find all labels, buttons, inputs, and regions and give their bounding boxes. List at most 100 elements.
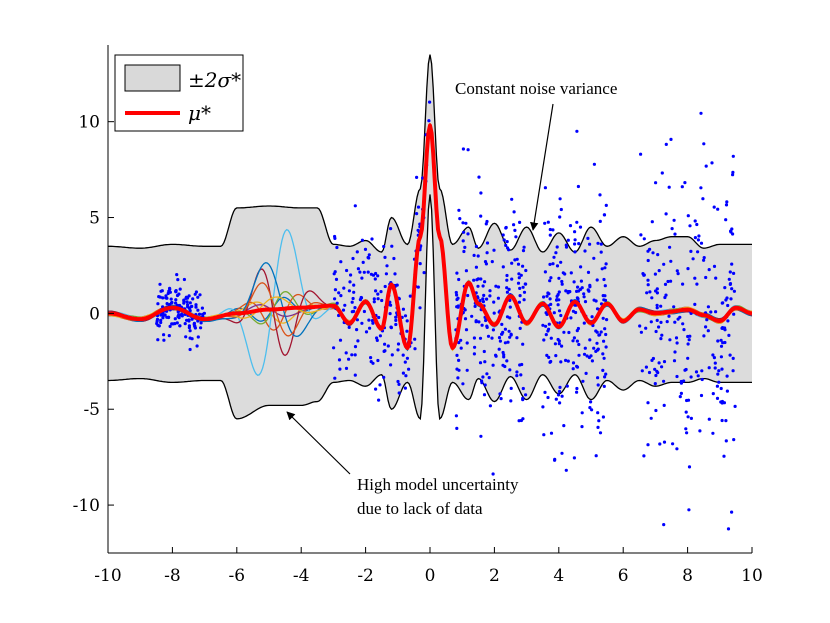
observation-point (689, 249, 693, 253)
observation-point (580, 411, 584, 415)
observation-point (578, 225, 583, 229)
observation-point (371, 361, 375, 365)
observation-point (496, 285, 501, 289)
observation-point (711, 392, 715, 396)
observation-point (505, 240, 509, 244)
observation-point (562, 424, 566, 428)
observation-point (482, 349, 486, 354)
observation-point (502, 355, 506, 359)
observation-point (472, 253, 476, 257)
observation-point (666, 279, 670, 284)
observation-point (477, 175, 481, 179)
observation-point (375, 338, 379, 342)
observation-point (707, 366, 711, 370)
x-tick-label: -4 (293, 566, 310, 586)
observation-point (577, 342, 581, 347)
observation-point (353, 306, 357, 310)
observation-point (193, 324, 197, 328)
x-tick-label: 4 (553, 566, 564, 586)
observation-point (577, 353, 581, 357)
observation-point (337, 291, 341, 295)
observation-point (579, 265, 583, 269)
observation-point (499, 397, 503, 401)
observation-point (397, 382, 401, 386)
observation-point (556, 293, 560, 297)
observation-point (649, 320, 653, 324)
observation-point (485, 219, 489, 224)
y-ticks: -10 -5 0 5 10 (73, 113, 114, 516)
observation-point (362, 309, 366, 314)
observation-point (428, 100, 432, 104)
observation-point (545, 294, 549, 298)
observation-point (693, 219, 697, 223)
observation-point (585, 564, 588, 567)
observation-point (349, 273, 353, 277)
observation-point (560, 451, 564, 455)
observation-point (388, 312, 392, 316)
observation-point (573, 242, 577, 246)
observation-point (702, 256, 706, 260)
observation-point (472, 278, 476, 282)
observation-point (554, 354, 558, 358)
observation-point (176, 278, 180, 282)
observation-point (501, 265, 505, 269)
observation-point (492, 248, 496, 252)
observation-point (640, 369, 644, 373)
observation-point (377, 398, 381, 402)
observation-point (505, 290, 509, 294)
observation-point (385, 264, 389, 268)
observation-point (345, 268, 349, 273)
observation-point (576, 297, 580, 301)
observation-point (655, 318, 659, 322)
observation-point (372, 297, 376, 301)
observation-point (558, 401, 562, 405)
observation-point (514, 235, 518, 239)
observation-point (642, 454, 646, 458)
observation-point (673, 320, 677, 324)
observation-point (583, 249, 587, 253)
observation-point (639, 152, 643, 156)
legend-band-label: ±2σ* (188, 68, 241, 92)
legend-band-swatch (124, 64, 181, 92)
observation-point (394, 322, 398, 327)
observation-point (604, 262, 608, 266)
observation-point (663, 295, 667, 300)
observation-point (658, 442, 662, 446)
observation-point (687, 465, 692, 469)
observation-point (497, 347, 501, 351)
observation-point (731, 170, 735, 174)
observation-point (595, 341, 599, 345)
observation-point (461, 147, 465, 151)
observation-point (596, 383, 600, 387)
observation-point (403, 386, 407, 390)
observation-point (376, 274, 380, 278)
observation-point (396, 342, 401, 346)
observation-point (161, 296, 165, 300)
observation-point (177, 316, 181, 320)
observation-point (405, 329, 409, 333)
observation-point (694, 557, 697, 560)
observation-point (657, 361, 661, 365)
observation-point (505, 359, 509, 363)
observation-point (546, 395, 550, 400)
observation-point (696, 250, 700, 254)
observation-point (482, 393, 487, 397)
observation-point (159, 318, 163, 322)
observation-point (187, 318, 191, 322)
observation-point (501, 350, 505, 355)
observation-point (724, 203, 729, 207)
observation-point (660, 333, 664, 337)
observation-point (662, 379, 666, 383)
observation-point (642, 237, 646, 241)
observation-point (655, 303, 659, 307)
observation-point (178, 313, 182, 317)
observation-point (730, 227, 734, 231)
observation-point (359, 295, 363, 300)
observation-point (696, 374, 700, 378)
observation-point (332, 272, 336, 276)
observation-point (375, 336, 379, 340)
observation-point (488, 404, 492, 408)
observation-point (723, 340, 727, 345)
observation-point (721, 301, 725, 305)
observation-point (549, 276, 553, 280)
